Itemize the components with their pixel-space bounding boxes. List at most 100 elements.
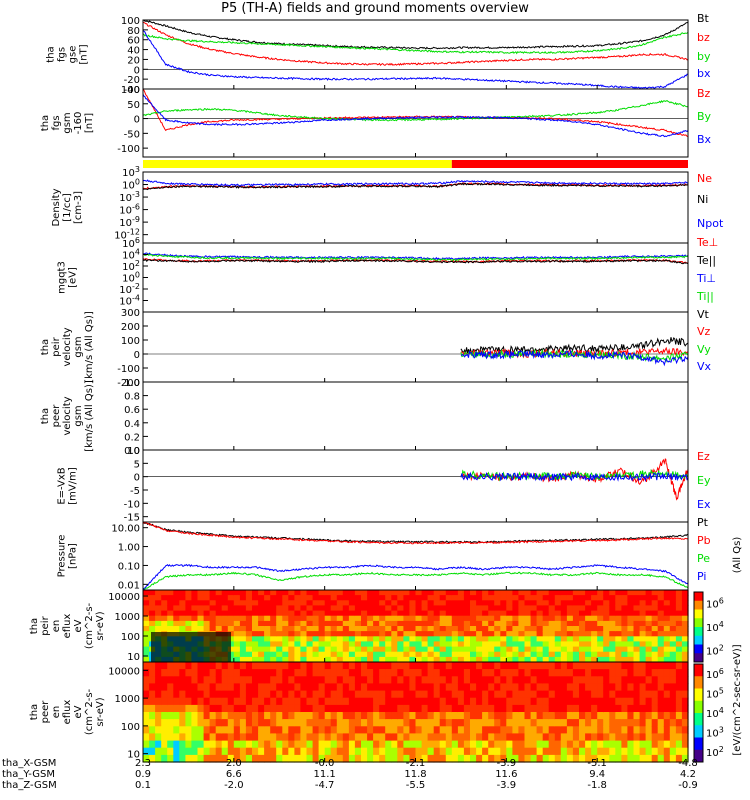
heatmap-cell [276, 733, 283, 742]
heatmap-cell [639, 740, 647, 749]
heatmap-cell [603, 651, 610, 658]
ytick-label: 50 [127, 100, 140, 111]
heatmap-cell [203, 662, 211, 670]
heatmap-cell [318, 631, 326, 637]
heatmap-cell [203, 704, 211, 713]
heatmap-cell [155, 726, 162, 734]
heatmap-cell [421, 726, 429, 734]
heatmap-cell [512, 641, 520, 648]
heatmap-cell [336, 620, 344, 627]
heatmap-cell [270, 704, 277, 713]
heatmap-cell [403, 697, 411, 706]
heatmap-cell [645, 683, 653, 692]
panel-ylabel: tha [40, 115, 51, 131]
heatmap-cell [203, 610, 211, 617]
heatmap-cell [179, 595, 186, 601]
heatmap-cell [506, 733, 513, 742]
heatmap-cell [681, 676, 689, 684]
heatmap-cell [421, 620, 429, 627]
heatmap-cell [651, 595, 659, 601]
heatmap-cell [609, 662, 616, 670]
heatmap-cell [548, 676, 556, 684]
ephem-value: 11.8 [404, 769, 426, 780]
heatmap-cell [167, 626, 174, 632]
heatmap-cell [403, 590, 411, 596]
heatmap-cell [651, 747, 659, 756]
heatmap-cell [566, 697, 574, 706]
heatmap-cell [542, 662, 550, 670]
heatmap-cell [185, 726, 193, 734]
heatmap-cell [488, 620, 495, 627]
heatmap-cell [367, 697, 374, 706]
heatmap-cell [379, 641, 386, 648]
heatmap-cell [572, 676, 580, 684]
colorbar-tick: 104 [706, 706, 724, 720]
heatmap-cell [239, 662, 247, 670]
heatmap-cell [451, 747, 459, 756]
heatmap-cell [227, 605, 235, 612]
heatmap-cell [221, 683, 229, 692]
heatmap-cell [494, 636, 501, 642]
colorbar-unit: [eV/(cm^2-sec-sr-eV)] [732, 644, 743, 755]
heatmap-cell [585, 595, 592, 601]
heatmap-cell [245, 719, 253, 727]
heatmap-cell [445, 610, 453, 617]
heatmap-cell [554, 733, 562, 742]
heatmap-cell [512, 605, 520, 612]
heatmap-cell [270, 641, 277, 648]
heatmap-cell [554, 656, 562, 663]
heatmap-cell [421, 626, 429, 632]
heatmap-cell [482, 683, 489, 692]
heatmap-cell [385, 610, 392, 617]
heatmap-cell [542, 690, 550, 699]
heatmap-cell [149, 690, 156, 699]
heatmap-cell [324, 726, 332, 734]
heatmap-cell [500, 747, 507, 756]
heatmap-cell [149, 747, 156, 756]
heatmap-cell [524, 704, 532, 713]
heatmap-cell [300, 676, 308, 684]
heatmap-cell [197, 605, 205, 612]
heatmap-cell [185, 690, 193, 699]
ytick-label: 300 [121, 308, 140, 319]
heatmap-cell [336, 719, 344, 727]
heatmap-cell [585, 600, 592, 606]
heatmap-cell [342, 600, 350, 606]
heatmap-cell [312, 636, 320, 642]
heatmap-cell [167, 754, 174, 763]
heatmap-cell [645, 712, 653, 720]
heatmap-cell [215, 733, 223, 742]
heatmap-cell [421, 747, 429, 756]
heatmap-cell [603, 600, 610, 606]
heatmap-cell [318, 636, 326, 642]
heatmap-cell [294, 656, 302, 663]
panel-ylabel: eflux [62, 700, 73, 725]
heatmap-cell [167, 610, 174, 617]
heatmap-cell [379, 600, 386, 606]
heatmap-cell [615, 697, 622, 706]
heatmap-cell [361, 605, 368, 612]
heatmap-cell [409, 704, 417, 713]
colorbar-swatch [694, 676, 703, 689]
heatmap-cell [270, 615, 277, 622]
heatmap-cell [457, 697, 465, 706]
heatmap-cell [506, 747, 513, 756]
heatmap-cell [233, 610, 241, 617]
heatmap-cell [470, 676, 477, 684]
heatmap-cell [445, 683, 453, 692]
heatmap-cell [330, 704, 338, 713]
heatmap-cell [318, 747, 326, 756]
heatmap-cell [548, 605, 556, 612]
heatmap-cell [500, 656, 507, 663]
heatmap-cell [245, 676, 253, 684]
heatmap-cell [536, 754, 544, 763]
heatmap-cell [518, 712, 526, 720]
heatmap-cell [270, 631, 277, 637]
heatmap-cell [161, 610, 168, 617]
heatmap-cell [288, 620, 295, 627]
heatmap-cell [330, 669, 338, 677]
heatmap-cell [185, 605, 193, 612]
heatmap-cell [336, 600, 344, 606]
heatmap-cell [258, 615, 265, 622]
heatmap-cell [536, 704, 544, 713]
